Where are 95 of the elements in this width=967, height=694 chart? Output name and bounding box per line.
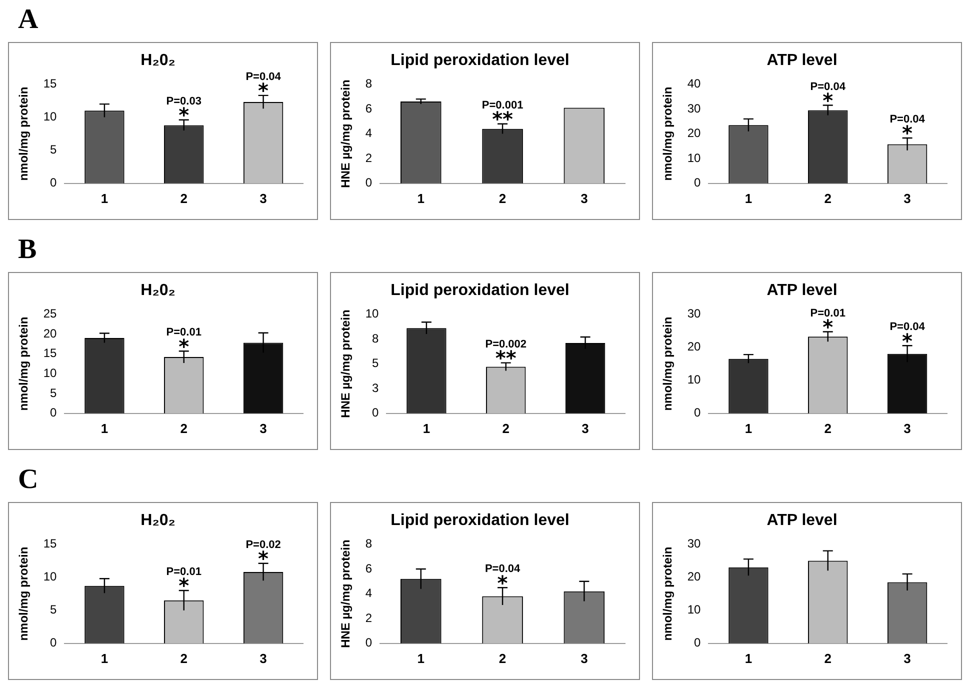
- x-tick-label: 2: [498, 650, 506, 666]
- x-tick-label: 2: [180, 650, 188, 666]
- chart-title: ATP level: [766, 282, 838, 300]
- x-tick-label: 1: [422, 420, 430, 436]
- y-tick-label: 10: [43, 366, 58, 380]
- y-axis-title: HNE µg/mg protein: [338, 80, 353, 188]
- y-tick-label: 4: [365, 126, 372, 140]
- x-tick-label: 2: [824, 650, 832, 666]
- chart-title: ATP level: [766, 512, 838, 530]
- y-tick-label: 0: [50, 406, 58, 420]
- y-axis-title: nmol/mg protein: [16, 86, 31, 181]
- y-tick-label: 2: [365, 610, 372, 625]
- x-tick-label: 1: [744, 190, 752, 206]
- y-axis-title: nmol/mg protein: [660, 86, 675, 181]
- y-tick-label: 10: [687, 150, 702, 165]
- y-tick-label: 8: [365, 76, 372, 91]
- y-axis-title: nmol/mg protein: [660, 316, 675, 411]
- y-tick-label: 15: [43, 346, 58, 360]
- y-tick-label: 3: [372, 380, 380, 395]
- y-tick-label: 5: [50, 142, 58, 157]
- chart-title: ATP level: [766, 52, 838, 70]
- annotation: P=0.002: [485, 338, 527, 350]
- y-tick-label: 0: [50, 176, 58, 190]
- y-tick-label: 0: [372, 406, 380, 420]
- y-tick-label: 15: [43, 536, 58, 551]
- y-tick-label: 25: [43, 306, 58, 321]
- annotation: P=0.001: [482, 99, 524, 112]
- x-tick-label: 2: [502, 420, 510, 436]
- y-axis-title: nmol/mg protein: [660, 546, 675, 641]
- y-axis-title: HNE µg/mg protein: [338, 540, 353, 648]
- y-tick-label: 20: [687, 126, 702, 140]
- chart-title: Lipid peroxidation level: [390, 282, 570, 300]
- chart-title: H₂0₂: [140, 282, 176, 300]
- y-tick-label: 10: [43, 570, 58, 584]
- y-tick-label: 30: [687, 306, 702, 321]
- y-tick-label: 0: [365, 176, 372, 190]
- y-tick-label: 6: [365, 561, 372, 576]
- y-tick-label: 20: [687, 570, 702, 584]
- y-tick-label: 8: [372, 331, 380, 346]
- chart-title: Lipid peroxidation level: [390, 52, 570, 70]
- y-tick-label: 30: [687, 101, 702, 116]
- annotation: P=0.04: [810, 80, 846, 93]
- annotation: P=0.04: [484, 563, 522, 576]
- x-tick-label: 3: [904, 650, 911, 666]
- annotation: P=0.01: [810, 307, 846, 320]
- y-tick-label: 0: [694, 406, 702, 420]
- x-tick-label: 3: [260, 420, 267, 436]
- y-tick-label: 15: [43, 76, 58, 91]
- x-tick-label: 2: [824, 190, 832, 206]
- y-tick-label: 20: [687, 340, 702, 354]
- y-tick-label: 6: [365, 101, 372, 116]
- y-tick-label: 10: [687, 602, 702, 617]
- y-tick-label: 40: [687, 76, 702, 91]
- chart-title: Lipid peroxidation level: [390, 512, 570, 530]
- x-tick-label: 1: [744, 420, 752, 436]
- x-tick-label: 3: [580, 190, 588, 206]
- y-tick-label: 10: [687, 372, 702, 387]
- x-tick-label: 1: [100, 650, 108, 666]
- x-tick-label: 2: [498, 190, 506, 206]
- y-tick-label: 20: [43, 326, 58, 340]
- chart-title: H₂0₂: [140, 52, 176, 70]
- x-tick-label: 3: [904, 420, 911, 436]
- text: C: [18, 464, 38, 496]
- y-tick-label: 2: [365, 150, 372, 165]
- y-tick-label: 0: [694, 176, 702, 190]
- y-tick-label: 30: [687, 536, 702, 551]
- x-tick-label: 3: [582, 420, 589, 436]
- y-tick-label: 0: [694, 636, 702, 650]
- x-tick-label: 1: [417, 190, 425, 206]
- x-tick-label: 3: [260, 190, 267, 206]
- y-tick-label: 5: [50, 386, 58, 400]
- y-tick-label: 10: [43, 110, 58, 124]
- text: A: [18, 4, 38, 36]
- y-tick-label: 10: [365, 306, 380, 321]
- y-tick-label: 0: [50, 636, 58, 650]
- x-tick-label: 2: [180, 420, 188, 436]
- y-axis-title: nmol/mg protein: [16, 316, 31, 411]
- chart-title: H₂0₂: [140, 512, 176, 530]
- x-tick-label: 1: [417, 650, 425, 666]
- x-tick-label: 2: [180, 190, 188, 206]
- y-axis-title: nmol/mg protein: [16, 546, 31, 641]
- y-tick-label: 4: [365, 586, 372, 600]
- x-tick-label: 2: [824, 420, 832, 436]
- text: B: [18, 234, 37, 266]
- y-axis-title: HNE µg/mg protein: [338, 310, 353, 418]
- x-tick-label: 3: [580, 650, 588, 666]
- y-tick-label: 8: [365, 536, 372, 551]
- y-tick-label: 5: [372, 356, 380, 370]
- x-tick-label: 1: [744, 650, 752, 666]
- x-tick-label: 3: [904, 190, 911, 206]
- x-tick-label: 1: [100, 420, 108, 436]
- x-tick-label: 1: [100, 190, 108, 206]
- y-tick-label: 0: [365, 636, 372, 650]
- x-tick-label: 3: [260, 650, 267, 666]
- y-tick-label: 5: [50, 602, 58, 617]
